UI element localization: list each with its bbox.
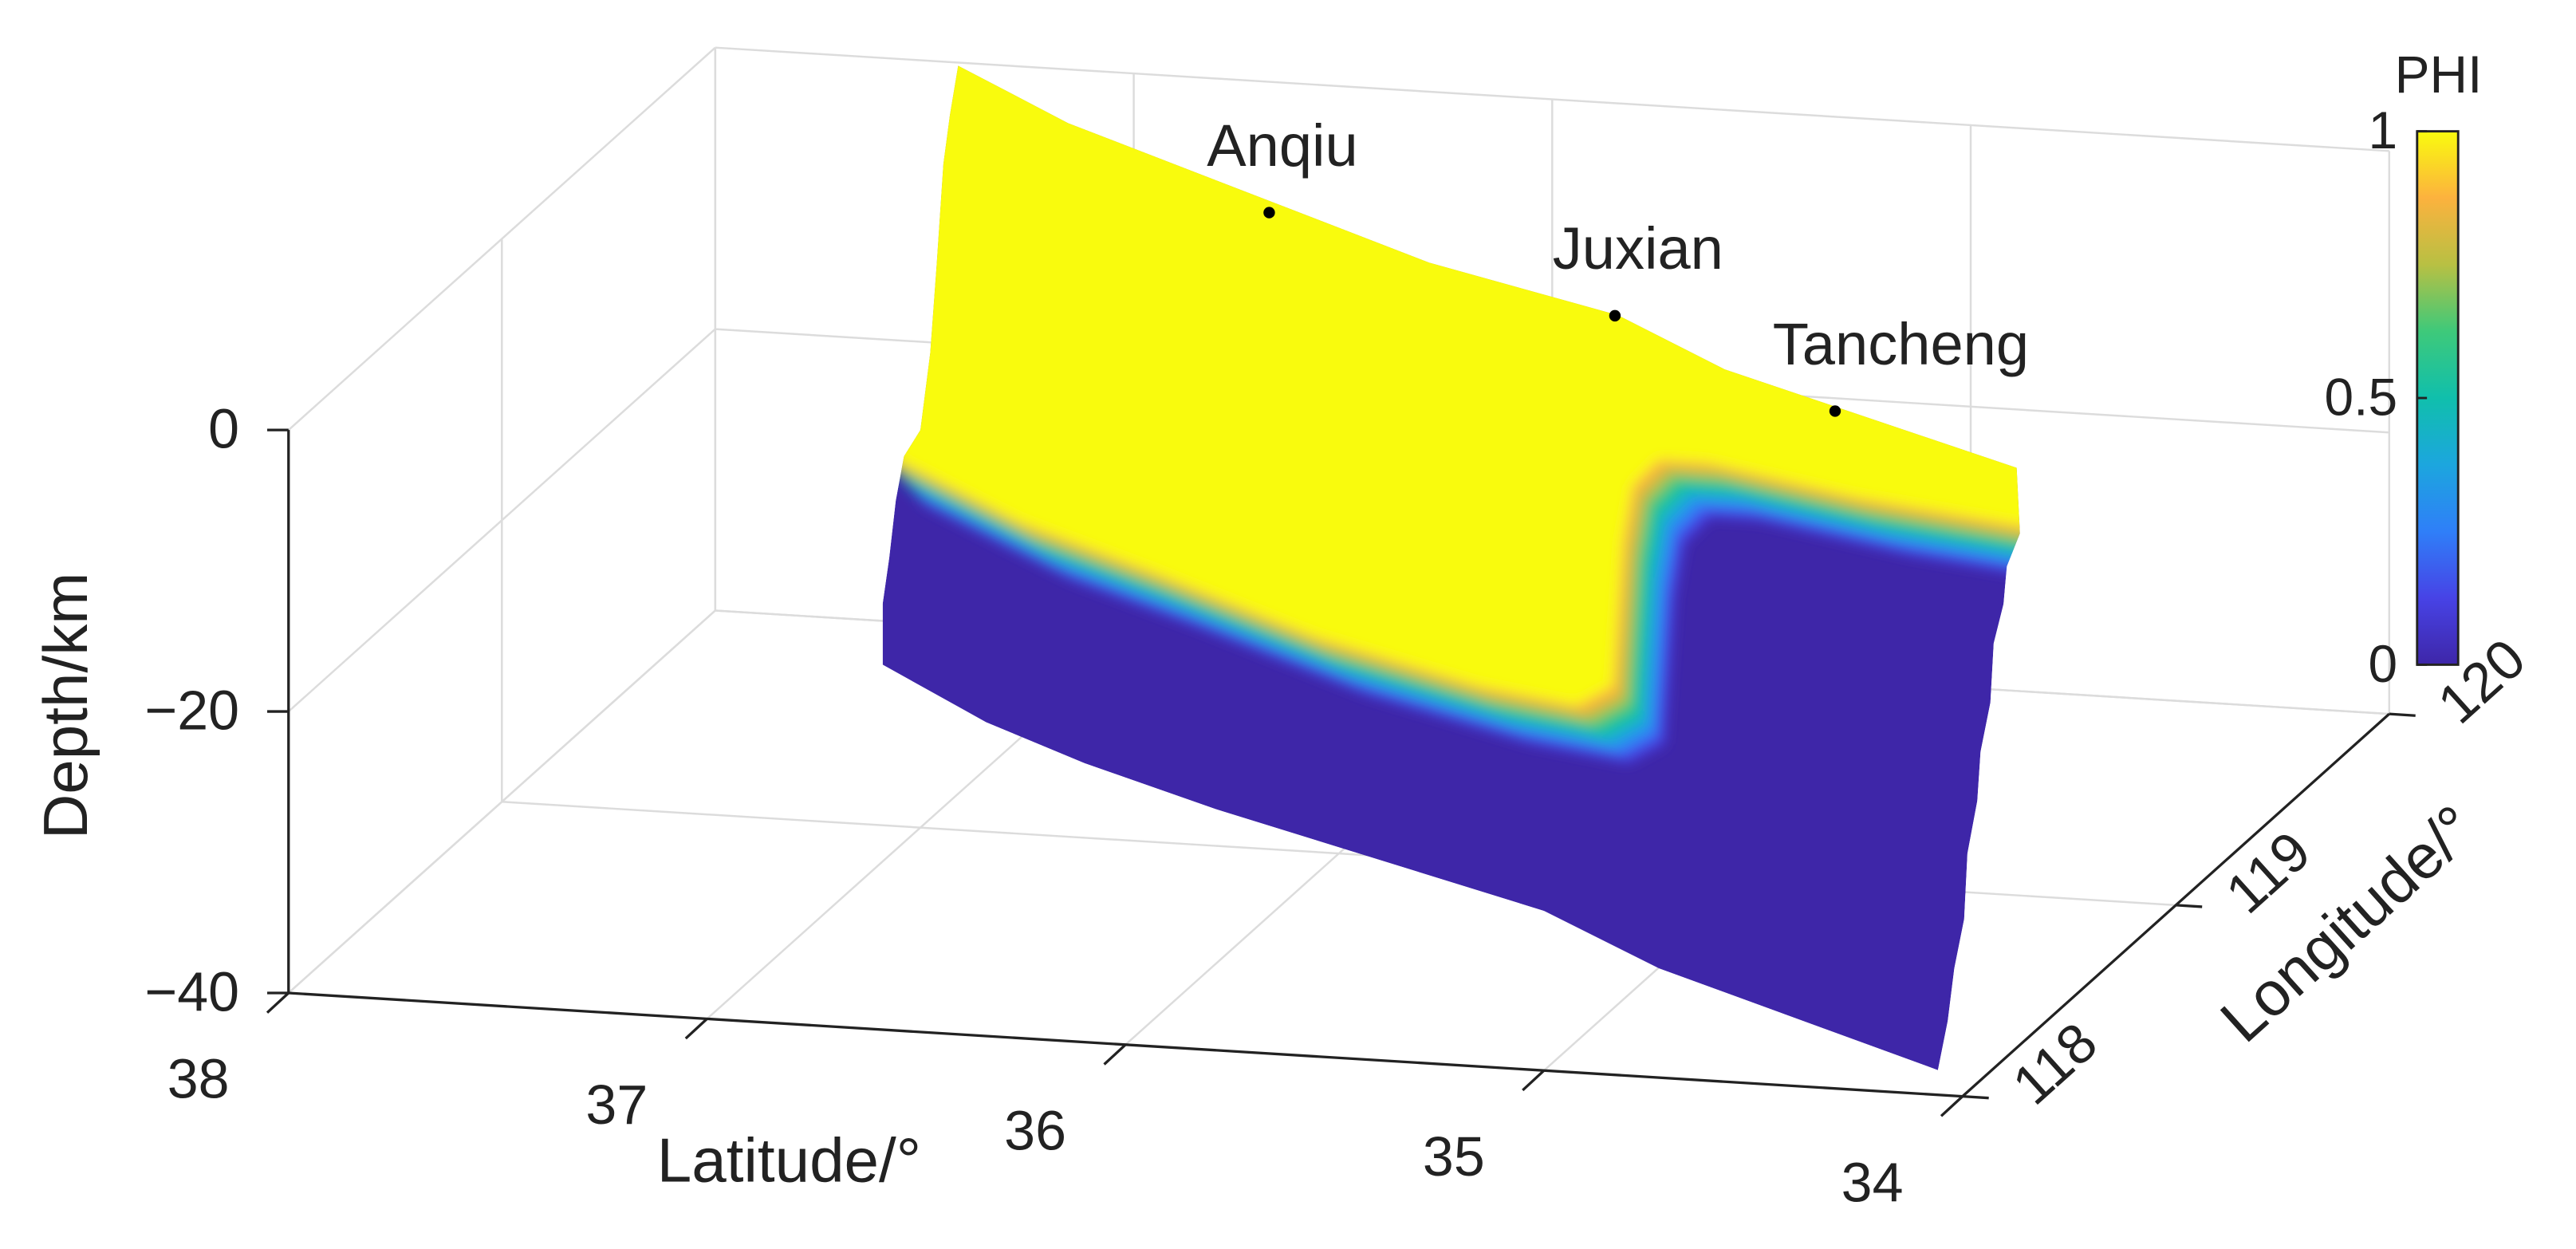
colorbar-tick-label: 0 xyxy=(2368,634,2397,693)
annotation-point xyxy=(1609,309,1621,322)
y-tick xyxy=(1962,1094,1989,1100)
z-axis-label: Depth/km xyxy=(30,573,100,840)
x-tick xyxy=(1103,1043,1127,1066)
grid-line xyxy=(287,328,716,712)
grid-line xyxy=(715,46,2389,152)
x-tick xyxy=(1522,1070,1546,1092)
annotation-label: Tancheng xyxy=(1773,311,2029,377)
z-tick-label: −20 xyxy=(144,680,239,742)
annotation-label: Anqiu xyxy=(1207,112,1357,179)
x-axis-label: Latitude/° xyxy=(657,1125,921,1196)
annotation-point xyxy=(1263,207,1275,219)
y-tick xyxy=(2176,904,2203,908)
annotation-label: Juxian xyxy=(1553,215,1723,282)
colorbar-tick-label: 0.5 xyxy=(2325,368,2398,427)
colorbar-title: PHI xyxy=(2395,45,2483,104)
grid-line xyxy=(287,46,716,431)
colorbar xyxy=(2416,130,2460,666)
x-tick xyxy=(266,991,290,1014)
y-tick-label: 119 xyxy=(2214,819,2322,925)
x-tick xyxy=(684,1018,708,1040)
y-axis-label: Longitude/° xyxy=(2207,792,2489,1056)
grid-line xyxy=(287,609,716,994)
x-tick-label: 34 xyxy=(1841,1151,1904,1213)
z-tick-label: 0 xyxy=(208,398,239,460)
z-tick-label: −40 xyxy=(144,961,239,1023)
surface xyxy=(882,65,2020,1070)
y-tick-label: 118 xyxy=(2001,1011,2109,1117)
y-tick xyxy=(2389,712,2416,717)
x-tick-label: 36 xyxy=(1004,1099,1066,1161)
x-tick-label: 38 xyxy=(167,1048,230,1110)
annotation-point xyxy=(1829,405,1841,417)
x-tick-label: 37 xyxy=(585,1074,648,1136)
colorbar-tick-label: 1 xyxy=(2368,100,2397,160)
x-tick-label: 35 xyxy=(1423,1125,1485,1188)
x-tick xyxy=(1940,1095,1964,1117)
